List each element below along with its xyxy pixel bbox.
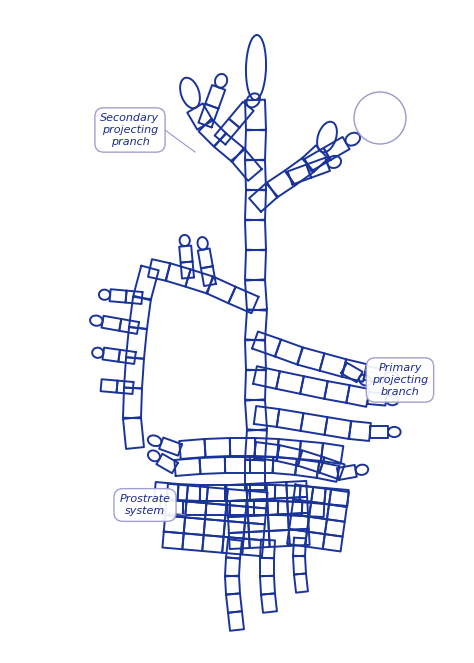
Text: Secondary
projecting
pranch: Secondary projecting pranch — [100, 113, 160, 147]
Text: Prostrate
system: Prostrate system — [119, 494, 171, 516]
Text: Primary
projecting
branch: Primary projecting branch — [372, 363, 428, 396]
